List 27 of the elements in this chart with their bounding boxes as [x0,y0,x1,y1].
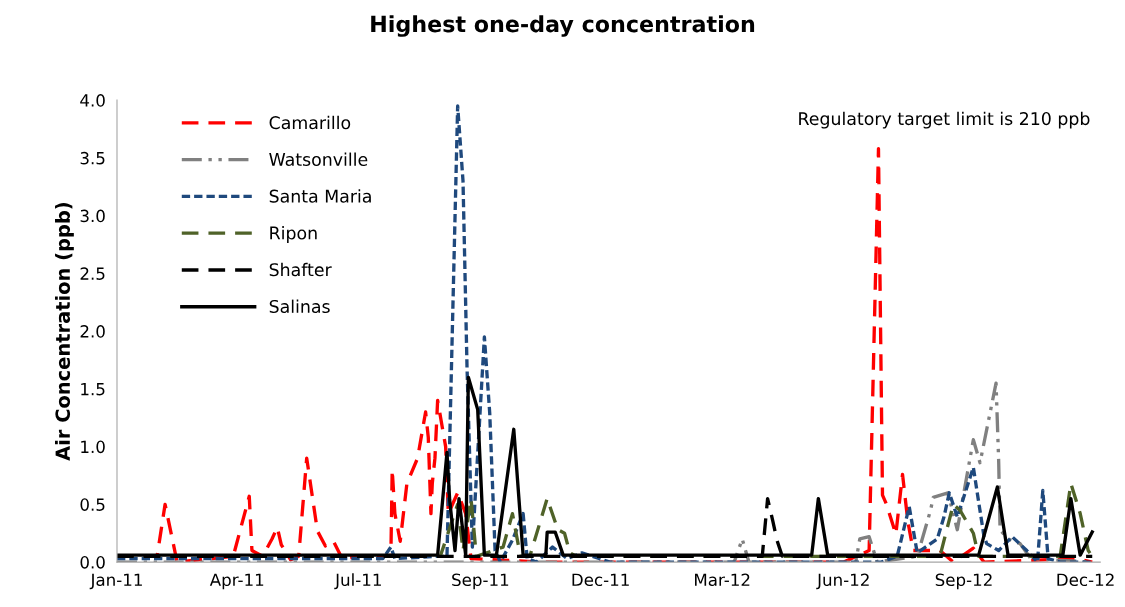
x-tick-label: Dec-12 [1057,573,1114,587]
y-axis-title: Air Concentration (ppb) [55,203,74,461]
legend-label: Ripon [270,226,317,243]
x-tick-label: Jan-11 [89,573,142,590]
legend-label: Santa Maria [269,189,371,203]
y-tick-label: 3.5 [80,151,105,165]
chart-title: Highest one-day concentration [371,15,755,37]
x-tick-label: Apr-11 [209,573,264,590]
y-tick-label: 2.0 [80,325,105,338]
x-tick-label: Sep-11 [452,573,509,590]
x-tick-label: Jun-12 [816,573,869,590]
legend-label: Watsonville [269,152,368,166]
x-tick-label: Mar-12 [695,573,750,587]
y-tick-label: 1.0 [81,440,105,454]
x-tick-label: Sep-12 [935,573,992,590]
x-tick-label: Jul-11 [334,573,381,590]
annotation: Regulatory target limit is 210 ppb [799,111,1090,129]
x-tick-label: Dec-11 [572,573,629,587]
y-tick-label: 4.0 [80,94,105,107]
y-tick-label: 1.5 [81,383,105,396]
y-tick-label: 2.5 [80,267,105,280]
legend-label: Salinas [269,299,330,314]
y-tick-label: 0.0 [80,556,105,569]
y-tick-label: 3.0 [80,209,105,223]
legend-label: Shafter [269,262,332,277]
y-tick-label: 0.5 [80,498,105,511]
legend-label: Camarillo [269,115,351,130]
